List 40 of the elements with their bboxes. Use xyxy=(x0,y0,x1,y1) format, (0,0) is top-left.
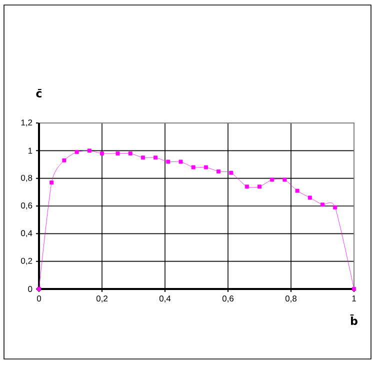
y-tick-label: 0,4 xyxy=(21,230,32,238)
point xyxy=(37,287,41,291)
point xyxy=(116,151,120,156)
point xyxy=(295,188,300,193)
point xyxy=(320,202,324,207)
point xyxy=(140,156,145,160)
point xyxy=(258,184,262,189)
point xyxy=(352,287,356,291)
point xyxy=(50,180,54,184)
point xyxy=(333,205,338,210)
point xyxy=(244,184,249,189)
point xyxy=(204,165,208,170)
x-tick-label: 0,2 xyxy=(96,296,108,303)
point xyxy=(308,196,312,200)
point xyxy=(87,148,92,153)
y-tick-label: 0,2 xyxy=(21,258,32,265)
x-axis-title: b̄ xyxy=(350,314,358,325)
point xyxy=(191,165,196,170)
y-tick-label: 1,2 xyxy=(21,120,32,126)
y-tick-label: 1 xyxy=(28,148,32,154)
point xyxy=(216,169,221,174)
y-axis-title: c̄ xyxy=(36,88,42,98)
point xyxy=(154,156,158,160)
point xyxy=(178,160,183,164)
point xyxy=(100,151,104,156)
x-tick-label: 0,6 xyxy=(222,296,234,303)
point xyxy=(62,158,66,162)
y-tick-label: 0,6 xyxy=(21,202,32,210)
y-tick-label: 0,8 xyxy=(21,174,32,182)
x-tick-label: 0,8 xyxy=(285,296,297,303)
point xyxy=(166,160,170,164)
point xyxy=(229,170,234,175)
point xyxy=(270,178,274,182)
point xyxy=(128,151,132,156)
x-tick-label: 0 xyxy=(36,296,42,302)
x-tick-label: 0,4 xyxy=(159,296,171,303)
point xyxy=(74,150,79,154)
point xyxy=(282,178,287,182)
x-tick-label: 1 xyxy=(352,296,356,302)
y-tick-label: 0 xyxy=(28,286,32,292)
